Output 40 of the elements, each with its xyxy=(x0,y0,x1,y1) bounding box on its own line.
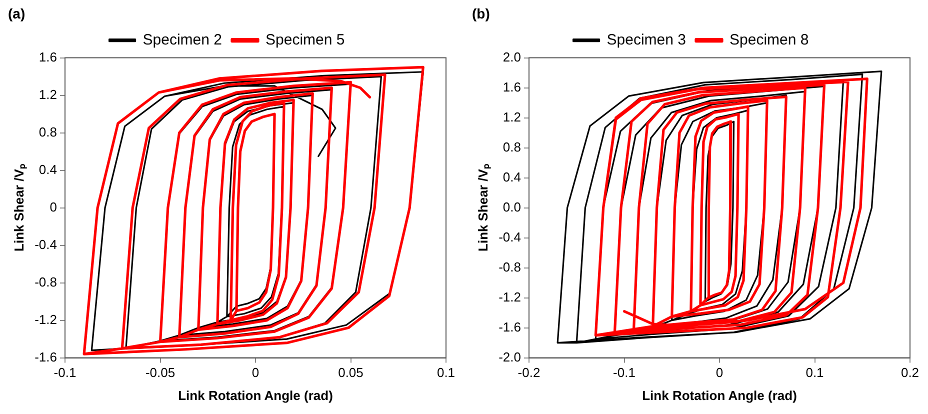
y-tick-label: 0.8 xyxy=(502,139,521,154)
x-axis-title: Link Rotation Angle (rad) xyxy=(642,388,797,403)
y-tick-label: -2.0 xyxy=(498,349,521,364)
x-tick-label: 0 xyxy=(252,365,260,380)
y-tick-label: -1.6 xyxy=(34,349,57,364)
chart-title: (b) xyxy=(472,5,490,22)
y-tick-label: 0.4 xyxy=(38,162,57,177)
y-tick-label: 1.6 xyxy=(502,79,521,94)
y-tick-label: 1.6 xyxy=(38,49,57,64)
x-tick-label: -0.1 xyxy=(613,365,636,380)
y-tick-label: -1.2 xyxy=(34,312,57,327)
y-tick-label: 0.8 xyxy=(38,124,57,140)
y-tick-label: -0.8 xyxy=(34,274,57,290)
legend-label: Specimen 2 xyxy=(142,31,222,48)
y-tick-label: -0.8 xyxy=(498,259,521,274)
y-tick-label: 1.2 xyxy=(38,86,57,102)
y-tick-label: 1.2 xyxy=(502,109,521,124)
chart-title: (a) xyxy=(8,5,26,22)
x-tick-label: 0.1 xyxy=(436,365,456,380)
x-tick-label: 0.05 xyxy=(338,365,364,380)
x-axis-title: Link Rotation Angle (rad) xyxy=(178,388,333,403)
y-tick-label: -0.4 xyxy=(498,229,521,244)
y-tick-label: 0 xyxy=(50,199,57,214)
x-tick-label: -0.05 xyxy=(145,365,176,380)
y-tick-label: 0.0 xyxy=(502,199,521,214)
x-tick-label: -0.2 xyxy=(518,365,540,380)
y-tick-label: -1.2 xyxy=(498,289,521,304)
legend-label: Specimen 5 xyxy=(266,31,345,48)
y-tick-label: 0.4 xyxy=(502,169,521,184)
x-tick-label: -0.1 xyxy=(54,365,76,380)
y-tick-label: -0.4 xyxy=(34,236,57,252)
x-tick-label: 0 xyxy=(716,365,724,380)
y-tick-label: 2.0 xyxy=(502,49,521,64)
y-tick-label: -1.6 xyxy=(498,319,521,334)
legend-label: Specimen 8 xyxy=(730,31,809,48)
legend-label: Specimen 3 xyxy=(606,31,686,48)
x-tick-label: 0.2 xyxy=(900,365,920,380)
y-axis-title: Link Shear /Vₚ xyxy=(11,164,28,252)
y-axis-title: Link Shear /Vₚ xyxy=(475,164,492,252)
x-tick-label: 0.1 xyxy=(806,365,824,380)
